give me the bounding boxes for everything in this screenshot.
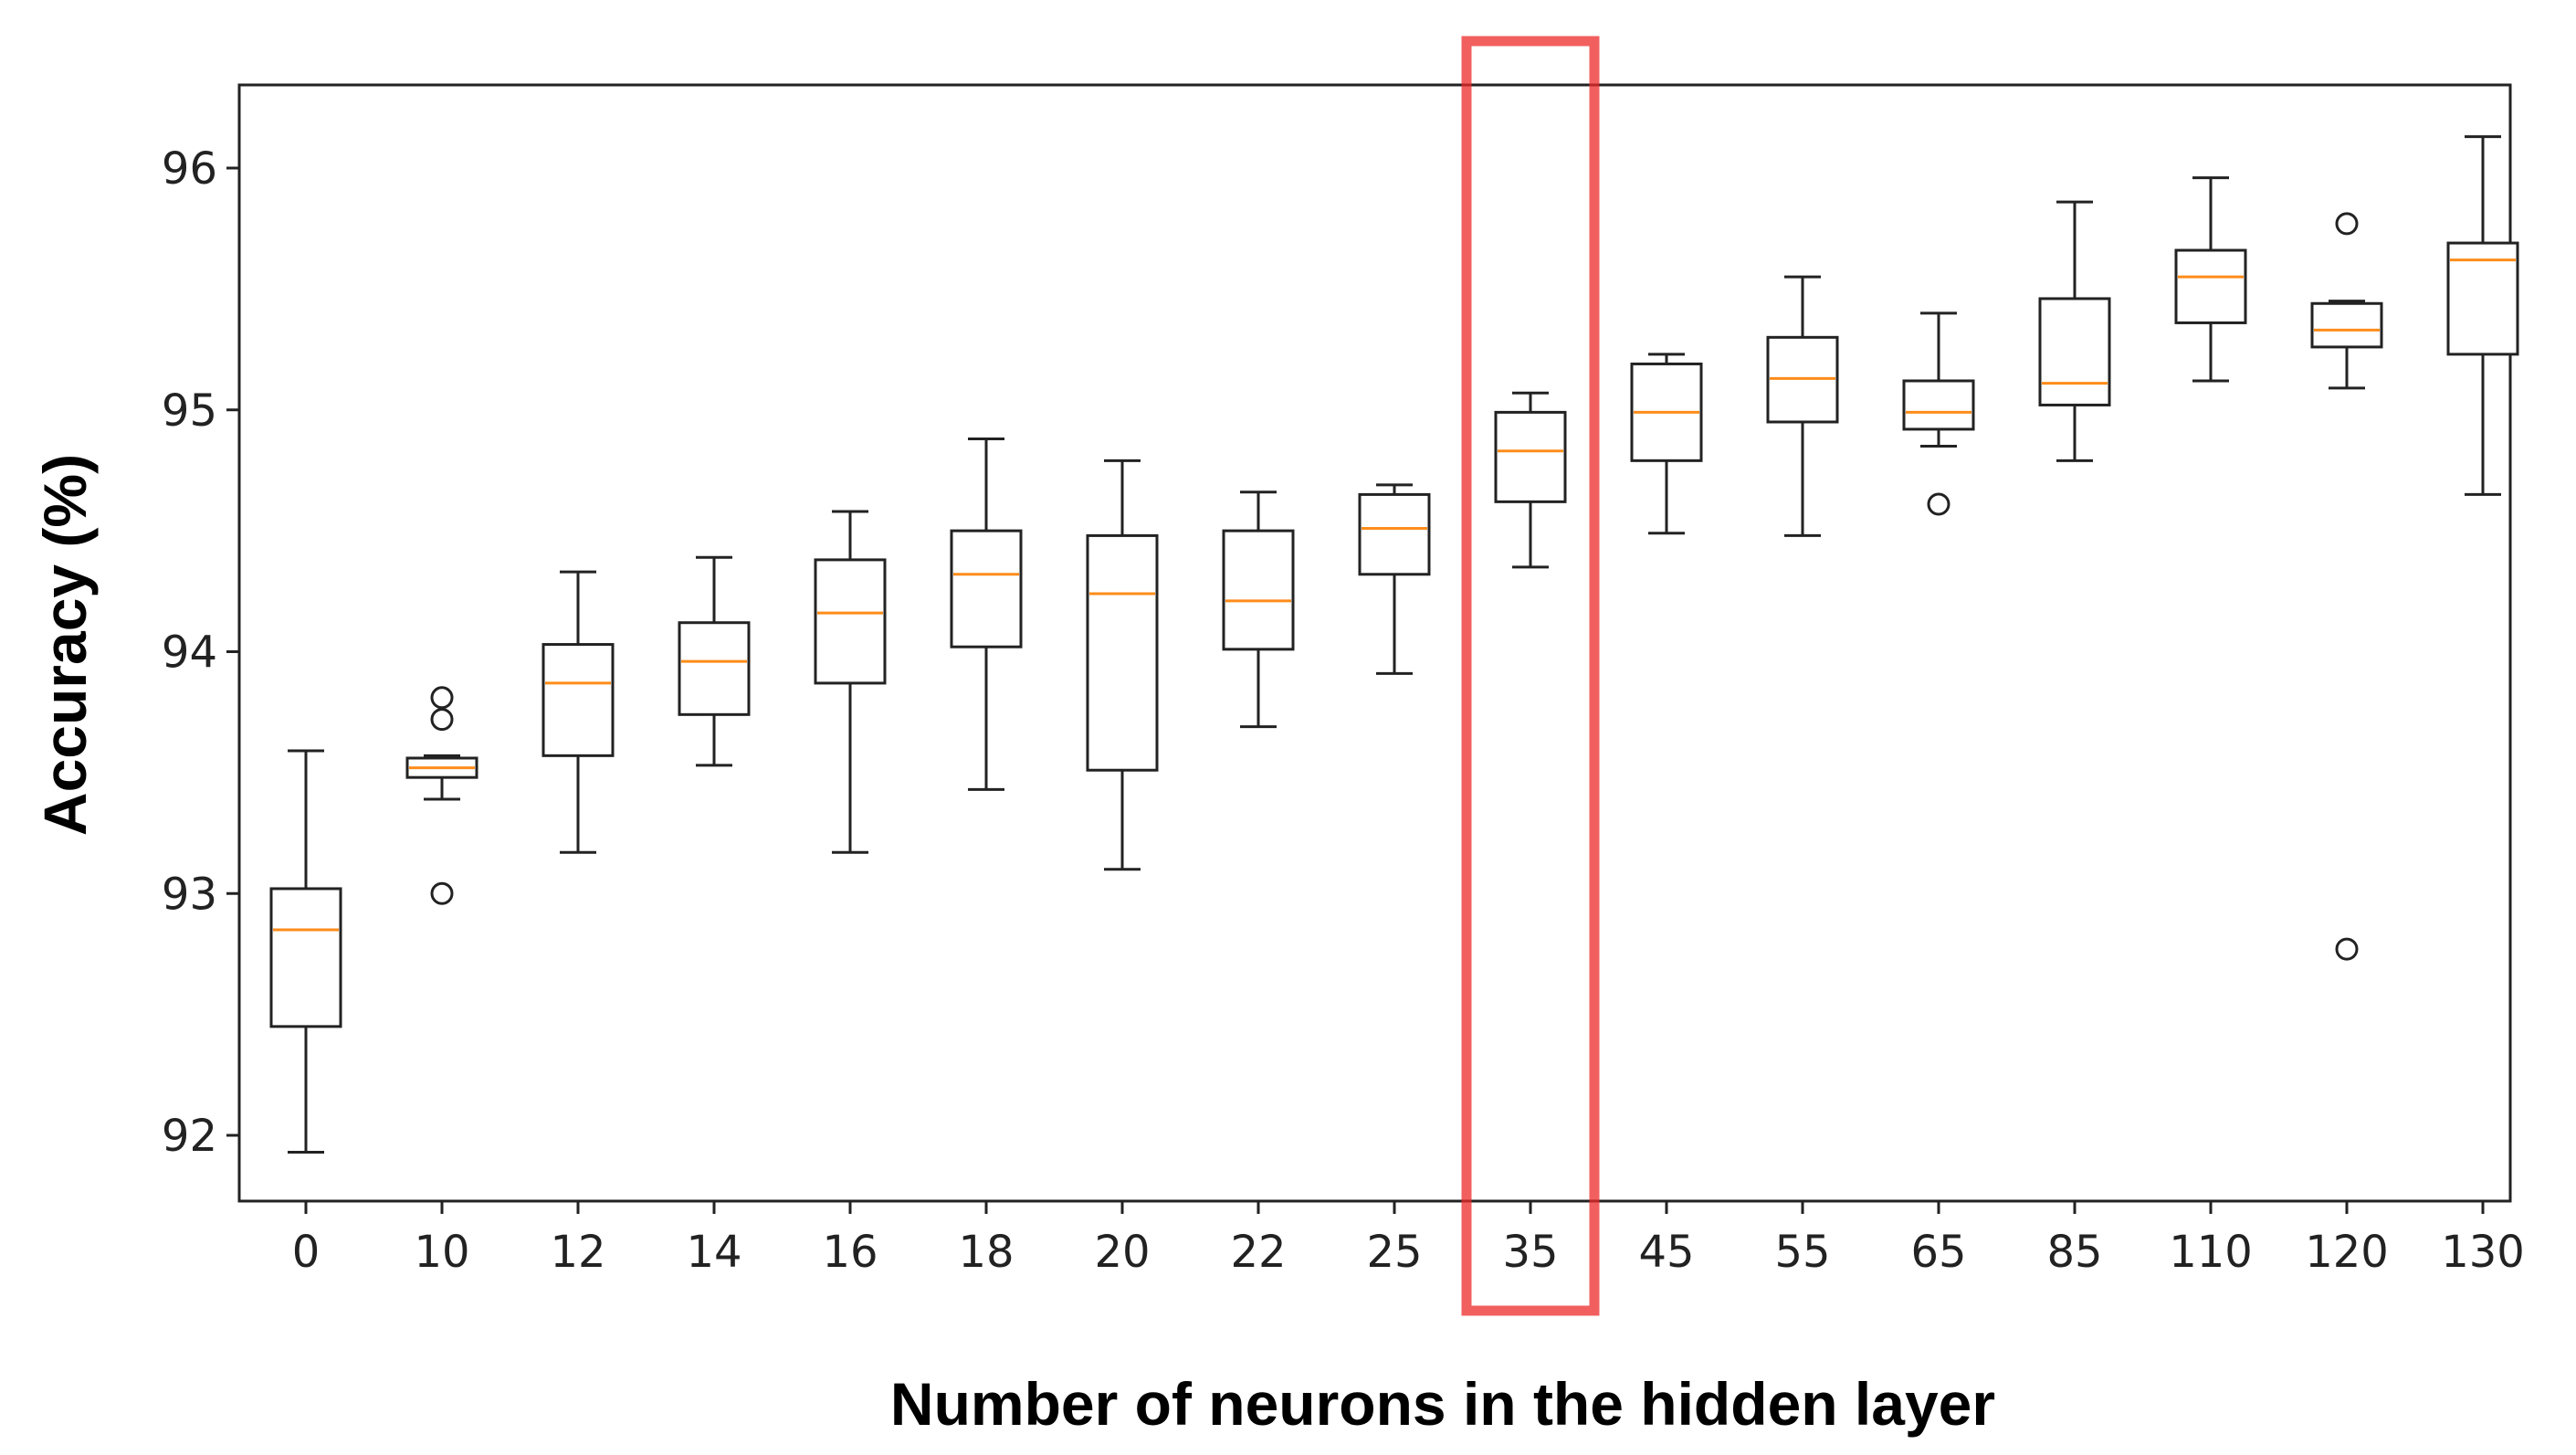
- box-18: [950, 438, 1023, 791]
- x-tick-label: 18: [958, 1227, 1014, 1278]
- highlight-rectangle: [1461, 36, 1600, 1316]
- y-axis-ticks: 92 93 94 95 96: [162, 143, 239, 1162]
- iqr-box: [678, 621, 751, 716]
- box-130: [2446, 135, 2519, 496]
- outlier-point: [2335, 937, 2359, 961]
- iqr-box: [2310, 301, 2383, 349]
- y-tick-label: 94: [162, 627, 217, 679]
- x-tick-label: 10: [414, 1227, 469, 1278]
- box-10: [405, 686, 478, 905]
- box-14: [678, 555, 751, 767]
- y-tick-label: 92: [162, 1111, 217, 1162]
- outlier-point: [430, 686, 454, 710]
- box-12: [541, 570, 615, 854]
- box-series: [269, 135, 2519, 1155]
- iqr-box: [814, 558, 887, 685]
- outlier-point: [430, 708, 454, 732]
- x-tick-label: 14: [686, 1227, 741, 1278]
- outlier-point: [2335, 212, 2359, 236]
- box-120: [2310, 212, 2383, 961]
- iqr-box: [269, 887, 342, 1028]
- box-16: [814, 510, 887, 854]
- x-tick-label: 0: [292, 1227, 321, 1278]
- iqr-box: [1358, 492, 1431, 576]
- box-25: [1358, 483, 1431, 675]
- iqr-box: [541, 643, 615, 757]
- x-tick-label: 16: [822, 1227, 878, 1278]
- iqr-box: [1086, 533, 1159, 772]
- x-tick-label: 130: [2441, 1227, 2525, 1278]
- x-tick-label: 35: [1502, 1227, 1558, 1278]
- y-tick-label: 93: [162, 869, 217, 920]
- y-tick-label: 96: [162, 143, 217, 195]
- box-22: [1222, 490, 1295, 729]
- box-20: [1086, 459, 1159, 871]
- iqr-box: [1902, 379, 1975, 431]
- iqr-box: [1222, 529, 1295, 651]
- y-tick-label: 95: [162, 385, 217, 437]
- iqr-box: [2446, 241, 2519, 356]
- box-45: [1630, 353, 1703, 535]
- outlier-point: [430, 881, 454, 905]
- box-65: [1902, 311, 1975, 516]
- x-tick-label: 22: [1230, 1227, 1286, 1278]
- box-110: [2174, 176, 2247, 383]
- box-35: [1494, 391, 1567, 569]
- x-tick-label: 25: [1366, 1227, 1422, 1278]
- x-tick-label: 20: [1094, 1227, 1150, 1278]
- highlight-layer: [1461, 36, 1600, 1316]
- iqr-box: [1494, 410, 1567, 503]
- x-tick-label: 65: [1910, 1227, 1966, 1278]
- plot-area-frame: [237, 83, 2512, 1203]
- x-tick-label: 110: [2169, 1227, 2253, 1278]
- x-axis-title: Number of neurons in the hidden layer: [890, 1370, 1995, 1438]
- iqr-box: [950, 529, 1023, 648]
- y-axis-title: Accuracy (%): [31, 454, 99, 836]
- box-0: [269, 749, 342, 1155]
- box-55: [1766, 275, 1839, 537]
- x-tick-label: 12: [550, 1227, 605, 1278]
- x-tick-label: 85: [2046, 1227, 2102, 1278]
- x-tick-label: 45: [1638, 1227, 1694, 1278]
- outlier-point: [1927, 492, 1950, 516]
- iqr-box: [2038, 297, 2111, 406]
- x-axis-ticks: 0 10 12 14 16 18 20 22 25 35 45 55 65 85 110 120 130: [292, 1201, 2525, 1278]
- x-tick-label: 120: [2305, 1227, 2389, 1278]
- iqr-box: [2174, 248, 2247, 324]
- box-85: [2038, 200, 2111, 462]
- x-tick-label: 55: [1774, 1227, 1830, 1278]
